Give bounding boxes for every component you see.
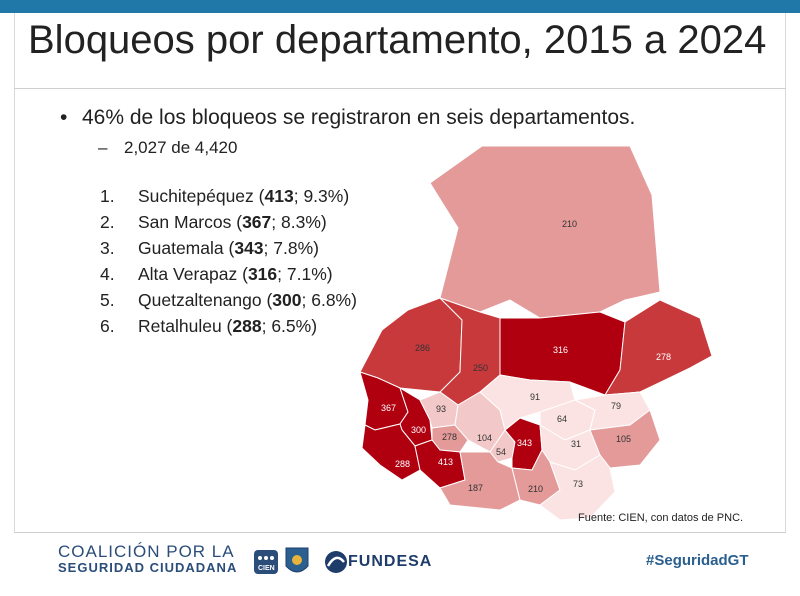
label-chimaltenango: 104 xyxy=(477,433,492,443)
rank-item: 2. San Marcos (367; 8.3%) xyxy=(100,212,327,232)
label-san-marcos: 367 xyxy=(381,403,396,413)
source-note: Fuente: CIEN, con datos de PNC. xyxy=(578,512,744,524)
slide-title: Bloqueos por departamento, 2015 a 2024 xyxy=(28,18,767,62)
label-peten: 210 xyxy=(562,219,577,229)
rank-item: 3. Guatemala (343; 7.8%) xyxy=(100,238,319,258)
cien-logo: CIEN xyxy=(254,550,278,574)
top-accent-bar xyxy=(0,0,800,13)
label-jutiapa: 73 xyxy=(573,479,583,489)
label-retalhuleu: 288 xyxy=(395,459,410,469)
label-totonicapan: 93 xyxy=(436,404,446,414)
main-bullet-text: 46% de los bloqueos se registraron en se… xyxy=(82,106,636,129)
label-suchitepequez: 413 xyxy=(438,457,453,467)
label-jalapa: 31 xyxy=(571,439,581,449)
rank-item: 5. Quetzaltenango (300; 6.8%) xyxy=(100,290,357,310)
label-guatemala: 343 xyxy=(517,438,532,448)
label-quetzaltenango: 300 xyxy=(411,425,426,435)
label-zacapa: 79 xyxy=(611,401,621,411)
label-huehuetenango: 286 xyxy=(415,343,430,353)
region-escuintla xyxy=(439,451,521,511)
label-escuintla: 187 xyxy=(468,483,483,493)
fundesa-logo-text: FUNDESA xyxy=(348,553,433,570)
ranking-list: 1. Suchitepéquez (413; 9.3%) 2. San Marcos… xyxy=(100,186,357,342)
label-quiche: 250 xyxy=(473,363,488,373)
rank-item: 4. Alta Verapaz (316; 7.1%) xyxy=(100,264,333,284)
coalition-line1: COALICIÓN POR LA xyxy=(58,542,235,561)
cien-logo-text: CIEN xyxy=(258,565,275,572)
shield-logo xyxy=(285,547,309,573)
label-izabal: 278 xyxy=(656,352,671,362)
sub-bullet-text: 2,027 de 4,420 xyxy=(124,138,238,157)
rank-item: 6. Retalhuleu (288; 6.5%) xyxy=(100,316,318,336)
label-chiquimula: 105 xyxy=(616,434,631,444)
bullet-marker: • xyxy=(60,106,68,129)
coalition-logo: COALICIÓN POR LA SEGURIDAD CIUDADANA xyxy=(58,542,238,576)
frame-right xyxy=(785,13,786,533)
rank-item: 1. Suchitepéquez (413; 9.3%) xyxy=(100,186,350,206)
label-sacatepequez: 54 xyxy=(496,447,506,457)
label-el-progreso: 64 xyxy=(557,414,567,424)
region-baja-verapaz xyxy=(479,374,576,431)
region-peten xyxy=(429,145,661,319)
label-solola: 278 xyxy=(442,432,457,442)
sub-bullet-marker: – xyxy=(98,138,108,157)
main-bullet: • 46% de los bloqueos se registraron en s… xyxy=(60,106,635,130)
region-izabal xyxy=(604,299,713,396)
footer-divider xyxy=(14,532,786,533)
title-divider xyxy=(14,88,786,89)
coalition-line2: SEGURIDAD CIUDADANA xyxy=(58,560,238,575)
sub-bullet: –2,027 de 4,420 xyxy=(98,138,237,158)
label-santa-rosa: 210 xyxy=(528,484,543,494)
hashtag: #SeguridadGT xyxy=(646,552,749,569)
region-jutiapa xyxy=(539,454,616,521)
fundesa-logo-icon xyxy=(325,551,347,573)
frame-left xyxy=(14,13,15,533)
label-alta-verapaz: 316 xyxy=(553,345,568,355)
label-baja-verapaz: 91 xyxy=(530,392,540,402)
